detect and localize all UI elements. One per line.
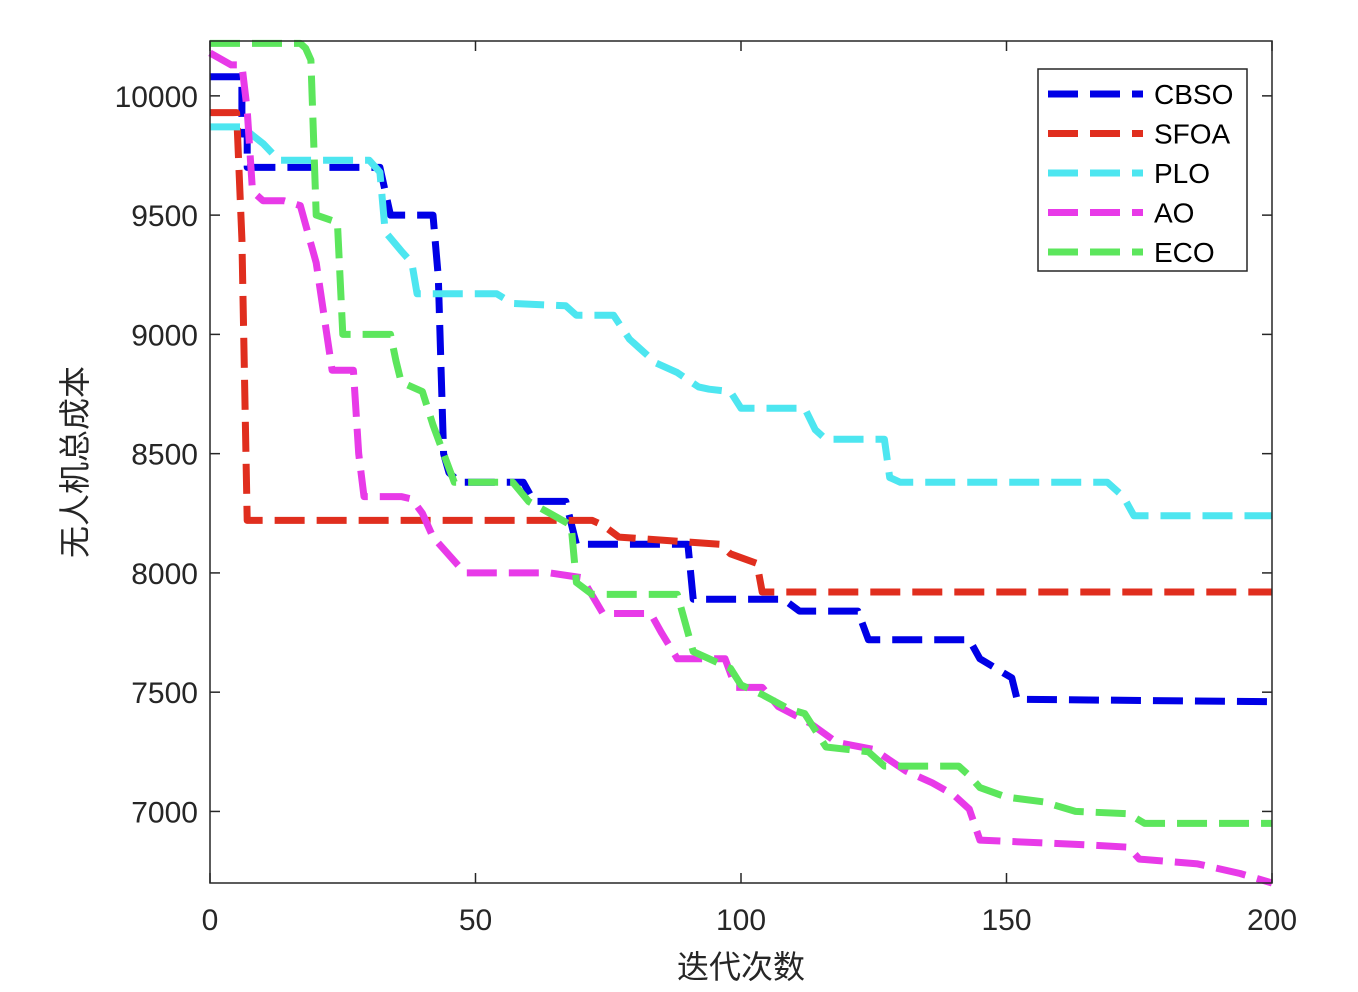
y-tick-label: 8000 [131,558,198,591]
ticks-layer: 0 50 100 150 200 7000 7500 8000 8500 9000 9500 1000… [115,41,1297,937]
x-tick-label: 200 [1247,904,1297,937]
y-tick-label: 9500 [131,200,198,233]
series-line-sfoa [210,109,1272,596]
series-line-cbso [210,73,1273,706]
x-tick-label: 50 [459,904,492,937]
series-layer [208,39,1273,887]
series-line-ao [208,49,1273,887]
legend-label-ao: AO [1154,198,1194,229]
y-tick-label: 9000 [131,319,198,352]
series-line-eco [210,39,1272,827]
y-tick-label: 8500 [131,439,198,472]
series-line-plo [210,123,1272,520]
y-tick-label: 7500 [131,677,198,710]
y-axis-title: 无人机总成本 [56,366,94,558]
x-tick-label: 0 [202,904,219,937]
y-tick-label: 7000 [131,796,198,829]
x-axis-title: 迭代次数 [677,948,805,986]
legend-label-eco: ECO [1154,237,1215,268]
x-tick-label: 100 [716,904,766,937]
y-tick-label: 10000 [115,81,198,114]
legend[interactable]: CBSO SFOA PLO AO ECO [1037,68,1248,272]
legend-items: CBSO SFOA PLO AO ECO [1048,79,1233,268]
legend-label-sfoa: SFOA [1154,119,1231,150]
legend-label-cbso: CBSO [1154,79,1233,110]
legend-label-plo: PLO [1154,158,1210,189]
x-tick-label: 150 [981,904,1031,937]
